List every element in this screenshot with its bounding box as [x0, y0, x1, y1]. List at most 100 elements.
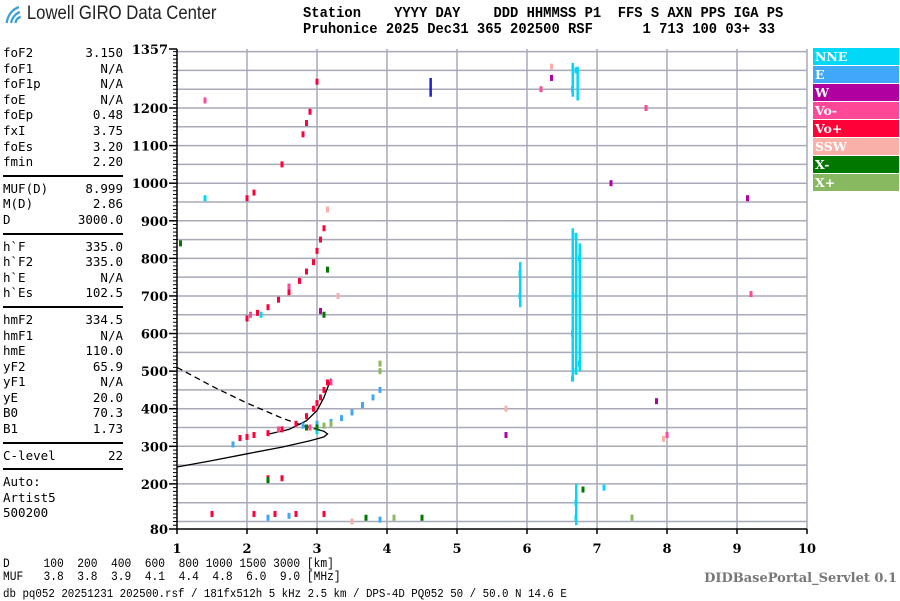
legend-item: E [813, 66, 899, 83]
file-info: db pq052 20251231 202500.rsf / 181fx512h… [3, 587, 567, 601]
echo-point-E [266, 514, 270, 521]
distance-value: 400 [97, 557, 132, 571]
param-value: 3.150 [85, 45, 123, 60]
echo-streak-NNE [576, 66, 579, 101]
dashed-profile-curve [176, 366, 325, 432]
echo-point-SSW [326, 206, 329, 213]
legend-item: Vo- [813, 102, 899, 119]
param-row: foF1 N/A [3, 61, 123, 77]
echo-point-X- [266, 477, 270, 484]
echo-point-E [315, 420, 319, 427]
echo-streak-NNE [571, 62, 574, 97]
distance-value: 100 [30, 557, 64, 571]
echo-point-E [378, 386, 382, 393]
y-tick-label: 700 [141, 290, 168, 305]
echo-point-NNE [602, 484, 606, 491]
muf-unit: [MHz] [300, 569, 341, 584]
echo-point-Vo+ [312, 259, 315, 266]
echo-point-E [371, 394, 375, 401]
echo-point-X- [581, 486, 585, 493]
echo-point-X- [420, 514, 424, 521]
echo-streak [429, 77, 432, 97]
param-row: fxI 3.75 [3, 123, 123, 139]
param-name: M(D) [3, 196, 34, 212]
echo-point-E [361, 401, 364, 408]
muf-row: MUF 3.8 3.8 3.9 4.1 4.4 4.8 6.0 9.0 [MHz… [3, 569, 341, 584]
divider [3, 441, 123, 444]
param-name: B0 [3, 405, 19, 421]
divider [3, 305, 123, 308]
muf-value: 3.9 [97, 569, 132, 584]
echo-point-Vo+ [266, 430, 270, 437]
autoscaling-line: Auto: [3, 474, 41, 490]
param-name: foE [3, 91, 26, 107]
param-name: h`Es [3, 285, 34, 301]
echo-point-Vo+ [252, 432, 256, 439]
echo-point-Vo+ [305, 120, 308, 127]
y-tick-label: 1357 [132, 43, 168, 58]
param-value: 2.20 [92, 154, 123, 170]
param-value: 1.73 [92, 421, 123, 437]
echo-point-X+ [392, 514, 396, 521]
distance-value: 1000 [198, 557, 233, 571]
distance-value: 200 [63, 557, 98, 571]
param-value: 20.0 [92, 389, 123, 405]
echo-point-SSW [550, 63, 553, 70]
echo-point-SSW [336, 292, 340, 299]
y-tick-label: 600 [141, 328, 168, 343]
x-tick-label: 5 [452, 542, 461, 557]
header-info: Station YYYY DAY DDD HHMMSS P1 FFS S AXN… [303, 6, 783, 38]
param-value: 3000.0 [77, 211, 123, 227]
echo-point-Vo+ [315, 247, 319, 254]
echo-streak-NNE [519, 262, 522, 308]
echo-point-Vo+ [266, 304, 270, 311]
param-row: M(D) 2.86 [3, 196, 123, 212]
echo-point-Vo- [539, 86, 543, 93]
echo-point-NNE [259, 311, 263, 318]
echo-point-SSW [350, 518, 354, 525]
echo-point-Vo+ [252, 189, 256, 196]
divider [3, 468, 123, 471]
echo-point-W [504, 432, 508, 439]
echo-point-NNE [574, 67, 578, 74]
echo-point-Vo- [665, 432, 669, 439]
echo-point-Vo+ [287, 289, 291, 296]
param-value: 65.9 [92, 358, 123, 374]
echo-point-X+ [378, 360, 382, 367]
echo-point-W [655, 398, 658, 405]
divider [3, 232, 123, 235]
param-name: foEp [3, 107, 34, 123]
param-row: foE N/A [3, 92, 123, 108]
echo-point-Vo+ [319, 236, 322, 243]
echo-point-Vo+ [277, 296, 280, 303]
param-name: h`E [3, 269, 26, 285]
legend-item: W [813, 84, 899, 101]
echo-point-X+ [329, 420, 333, 427]
echo-point-X- [305, 424, 308, 431]
param-row: yF2 65.9 [3, 359, 123, 375]
scaled-parameters-panel: foF2 3.150 foF1 N/A foF1p N/A foE N/A foEp 0.48 fx… [3, 45, 123, 521]
param-row: C-level 22 [3, 448, 123, 464]
param-value: 110.0 [85, 343, 123, 359]
echo-point-W [609, 180, 613, 187]
echo-point-Vo- [277, 426, 280, 433]
param-row: foF2 3.150 [3, 45, 123, 61]
param-row: h`E N/A [3, 270, 123, 286]
echo-point-E [301, 422, 305, 429]
legend-item: X- [813, 156, 899, 173]
muf-value: 6.0 [232, 569, 267, 584]
echo-point-Vo+ [301, 131, 305, 138]
param-row: yF1 N/A [3, 374, 123, 390]
param-row: h`F2 335.0 [3, 254, 123, 270]
echo-point-Vo+ [280, 426, 284, 433]
param-name: fxI [3, 122, 26, 138]
distance-row: D 100 200 400 600 800 1000 1500 3000 [km… [3, 558, 341, 571]
param-name: h`F [3, 238, 26, 254]
echo-point-Vo+ [256, 309, 259, 316]
param-name: h`F2 [3, 254, 34, 270]
param-name: yF1 [3, 374, 26, 390]
echo-point-SSW [504, 405, 508, 412]
solid-profile-curve [176, 428, 329, 468]
autoscaling-line: Artist5 [3, 489, 56, 505]
x-tick-label: 4 [382, 542, 391, 557]
